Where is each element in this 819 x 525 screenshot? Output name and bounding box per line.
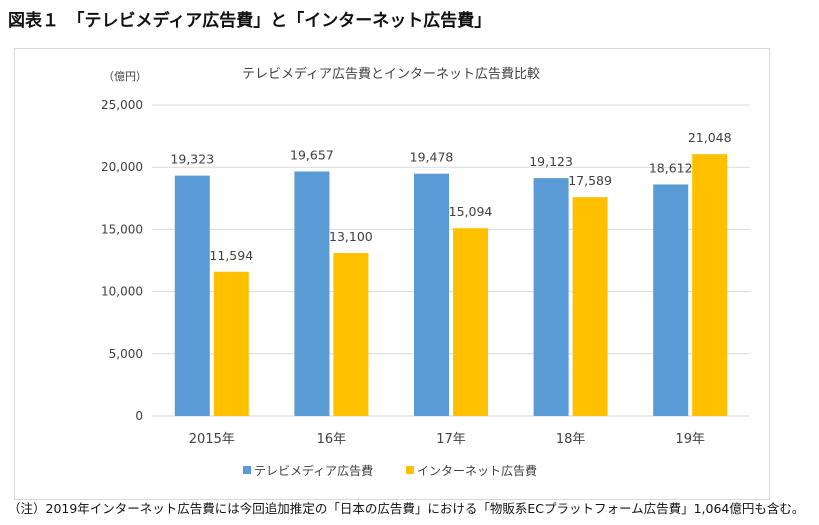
x-tick-label: 17年 (436, 432, 466, 447)
bar-tv (653, 184, 689, 416)
bar-internet (213, 271, 249, 416)
x-tick-label: 19年 (675, 432, 705, 447)
data-label: 21,048 (688, 130, 732, 145)
data-label: 13,100 (329, 229, 373, 244)
data-label: 19,657 (290, 147, 334, 162)
data-label: 19,323 (170, 152, 214, 167)
legend-swatch (243, 466, 251, 474)
bar-internet (333, 253, 369, 416)
bar-tv (414, 173, 449, 416)
y-tick-label: 5,000 (109, 347, 143, 361)
x-tick-label: 18年 (556, 432, 586, 447)
y-tick-label: 10,000 (101, 285, 143, 299)
legend-label: テレビメディア広告費 (254, 463, 373, 478)
legend-label: インターネット広告費 (417, 463, 537, 478)
bar-internet (453, 228, 488, 416)
chart-frame (14, 48, 770, 500)
y-tick-label: 20,000 (101, 160, 143, 174)
chart-title: テレビメディア広告費とインターネット広告費比較 (242, 66, 540, 82)
figure-title: 図表１ 「テレビメディア広告費」と「インターネット広告費」 (8, 11, 492, 31)
y-tick-label: 15,000 (101, 222, 143, 236)
bar-tv (533, 178, 569, 416)
x-tick-label: 16年 (317, 432, 347, 447)
y-tick-label: 0 (135, 409, 143, 423)
footnote: （注）2019年インターネット広告費には今回追加推定の「日本の広告費」における「… (8, 501, 805, 516)
data-label: 19,123 (529, 154, 573, 169)
bar-internet (692, 154, 728, 416)
data-label: 18,612 (649, 160, 693, 175)
data-label: 11,594 (209, 248, 253, 263)
y-tick-label: 25,000 (101, 98, 143, 112)
data-label: 19,478 (410, 150, 454, 165)
y-axis-label: （億円） (103, 70, 147, 83)
x-tick-label: 2015年 (189, 432, 235, 447)
legend-swatch (406, 466, 414, 474)
bar-tv (294, 171, 330, 416)
bar-internet (572, 197, 608, 416)
data-label: 15,094 (449, 204, 493, 219)
data-label: 17,589 (568, 173, 612, 188)
bar-tv (174, 175, 210, 416)
